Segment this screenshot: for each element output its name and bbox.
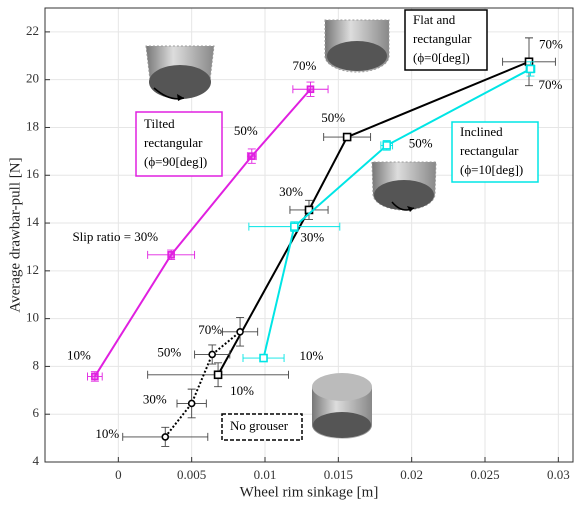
marker bbox=[307, 86, 313, 92]
x-axis-label: Wheel rim sinkage [m] bbox=[240, 484, 379, 500]
marker bbox=[291, 223, 298, 230]
series-label: rectangular bbox=[144, 135, 203, 150]
point-label: Slip ratio = 30% bbox=[72, 229, 158, 244]
x-tick-label: 0.02 bbox=[400, 467, 423, 482]
marker bbox=[189, 400, 195, 406]
series-label: Tilted bbox=[144, 116, 175, 131]
x-tick-label: 0.03 bbox=[547, 467, 570, 482]
series-label: rectangular bbox=[460, 143, 519, 158]
chart: 0 0.005 0.01 0.015 0.02 0.025 0.03 4 6 8 10 12 14 16 1… bbox=[0, 0, 579, 506]
marker bbox=[92, 373, 98, 379]
marker bbox=[260, 355, 267, 362]
point-label: 70% bbox=[539, 37, 563, 52]
y-tick-label: 6 bbox=[33, 405, 40, 420]
y-tick-label: 16 bbox=[26, 166, 40, 181]
x-tick-label: 0.005 bbox=[177, 467, 206, 482]
point-label: 50% bbox=[234, 123, 258, 138]
x-tick-label: 0 bbox=[115, 467, 122, 482]
marker bbox=[215, 371, 222, 378]
point-label: 30% bbox=[279, 184, 303, 199]
marker bbox=[168, 252, 174, 258]
point-label: 70% bbox=[538, 77, 562, 92]
point-label: 30% bbox=[300, 230, 324, 245]
x-tick-label: 0.01 bbox=[254, 467, 277, 482]
series-line bbox=[264, 69, 531, 358]
y-tick-label: 8 bbox=[33, 357, 40, 372]
y-tick-label: 10 bbox=[26, 310, 39, 325]
series: 10% 30% 50% 70% bbox=[148, 37, 563, 398]
marker bbox=[344, 134, 351, 141]
x-tick-label: 0.025 bbox=[470, 467, 499, 482]
marker bbox=[383, 142, 390, 149]
y-tick-label: 4 bbox=[33, 453, 40, 468]
x-tick-label: 0.015 bbox=[324, 467, 353, 482]
point-label: 70% bbox=[293, 58, 317, 73]
series-label: No grouser bbox=[230, 418, 289, 433]
series-label: (ϕ=90[deg]) bbox=[144, 154, 207, 169]
marker bbox=[249, 153, 255, 159]
series-label: (ϕ=0[deg]) bbox=[413, 50, 470, 65]
marker bbox=[237, 329, 243, 335]
series-label: rectangular bbox=[413, 31, 472, 46]
point-label: 10% bbox=[300, 348, 324, 363]
point-label: 50% bbox=[321, 110, 345, 125]
y-axis-label: Average drawbar-pull [N] bbox=[7, 157, 23, 312]
point-label: 10% bbox=[67, 347, 91, 362]
marker bbox=[162, 434, 168, 440]
series-label: (ϕ=10[deg]) bbox=[460, 162, 523, 177]
point-label: 10% bbox=[95, 426, 119, 441]
series-label: Flat and bbox=[413, 12, 456, 27]
series: 10% 30% 50% 70% bbox=[243, 62, 562, 363]
y-tick-label: 18 bbox=[26, 118, 39, 133]
flat-wheel bbox=[325, 20, 389, 72]
point-label: 70% bbox=[198, 322, 222, 337]
inclined-wheel bbox=[372, 162, 436, 212]
tilted-wheel bbox=[146, 46, 214, 101]
point-label: 30% bbox=[143, 391, 167, 406]
y-tick-label: 20 bbox=[26, 71, 39, 86]
marker bbox=[527, 65, 534, 72]
point-label: 50% bbox=[157, 344, 181, 359]
point-label: 50% bbox=[409, 135, 433, 150]
y-tick-label: 22 bbox=[26, 23, 39, 38]
smooth-wheel bbox=[312, 373, 372, 439]
series-label: Inclined bbox=[460, 124, 503, 139]
y-tick-label: 14 bbox=[26, 214, 40, 229]
y-tick-label: 12 bbox=[26, 262, 39, 277]
marker bbox=[209, 351, 215, 357]
point-label: 10% bbox=[230, 383, 254, 398]
